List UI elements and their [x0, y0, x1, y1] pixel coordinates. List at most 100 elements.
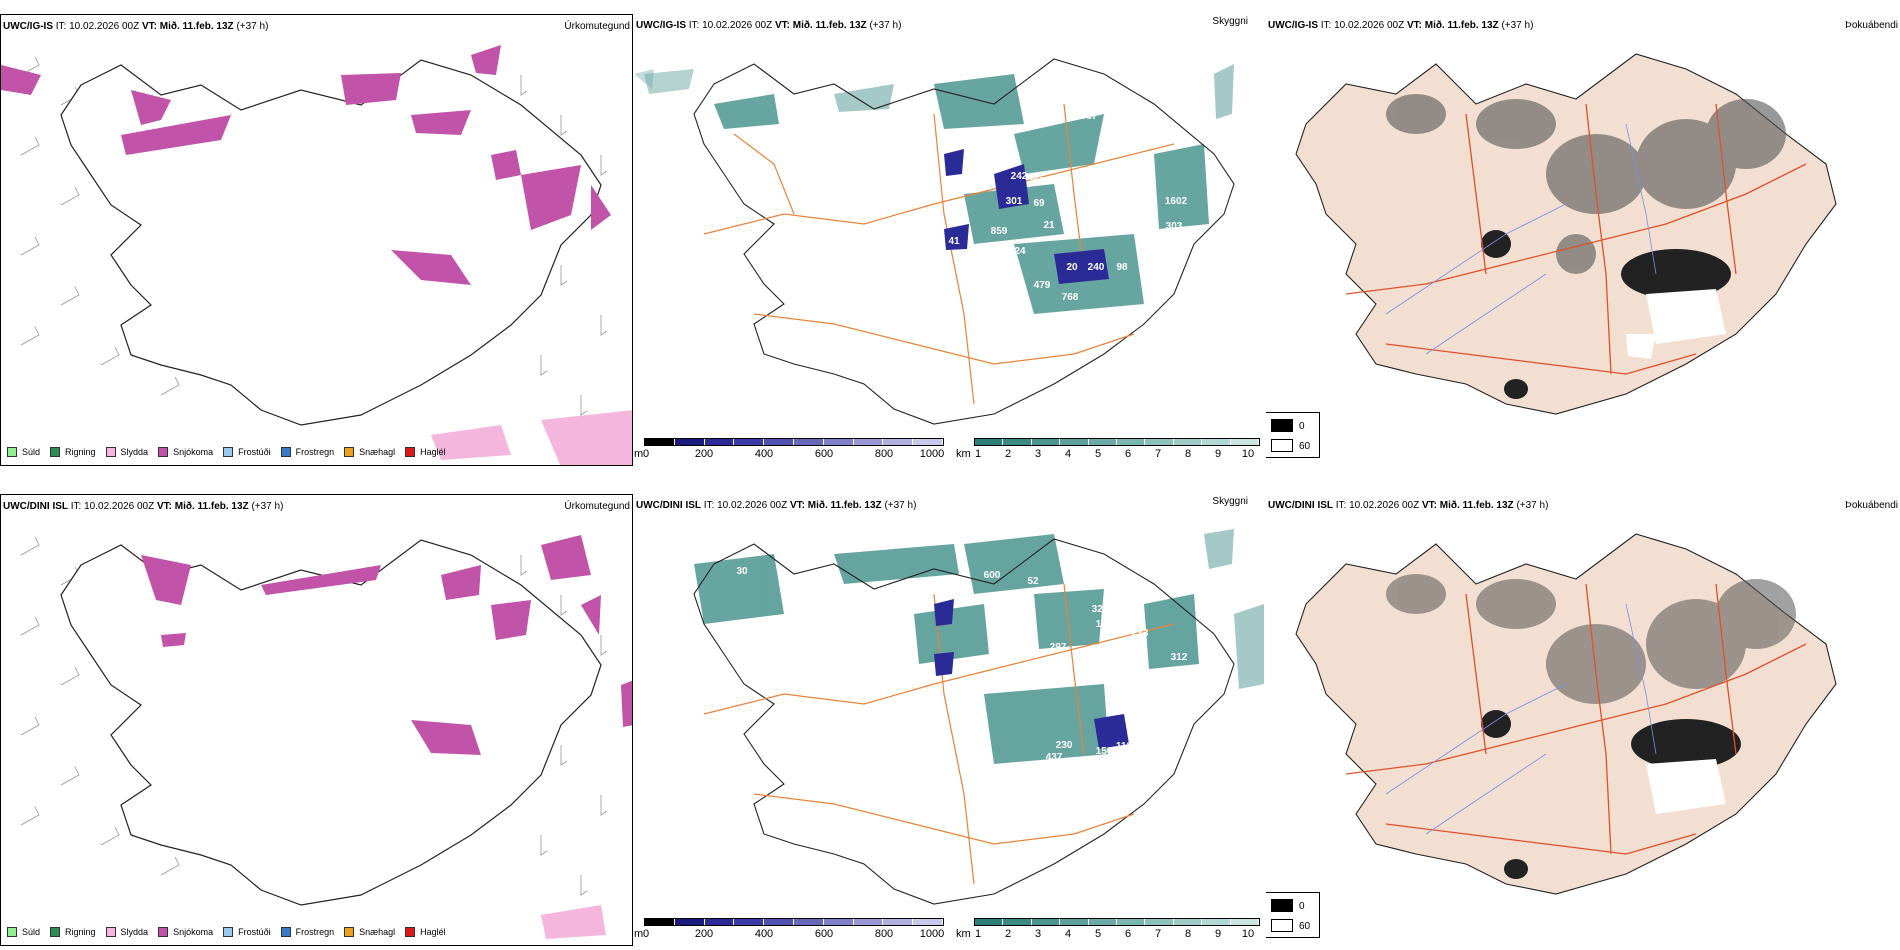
ceiling-value: 600	[984, 570, 1001, 581]
legend-item: Slydda	[105, 927, 148, 937]
sleet-areas	[431, 410, 632, 465]
iceland-outline	[60, 539, 602, 906]
legend-item: Frostúði	[223, 447, 271, 457]
iceland-outline	[60, 59, 602, 426]
fog-white-areas	[1626, 289, 1726, 359]
panel-title: UWC/IG-IS IT: 10.02.2026 00Z VT: Mið. 11…	[3, 21, 269, 32]
ceiling-panel-row2: 30 600 52 320 157 233 312 297 28 238 12 …	[634, 494, 1264, 946]
ceiling-value: 201	[1028, 176, 1045, 187]
precip-legend: Súld Rigning Slydda Snjókoma Frostúði Fr…	[7, 927, 456, 937]
precip-type-map	[1, 45, 632, 465]
panel-title: UWC/IG-IS IT: 10.02.2026 00Z VT: Mið. 11…	[636, 20, 902, 31]
panel-title: UWC/IG-IS IT: 10.02.2026 00Z VT: Mið. 11…	[1268, 20, 1534, 31]
precip-legend: Súld Rigning Slydda Snjókoma Frostúði Fr…	[7, 447, 456, 457]
fog-dark-areas	[1481, 230, 1731, 399]
fog-legend: 0 60	[1266, 412, 1320, 458]
legend-item: Haglél	[405, 927, 446, 937]
ceiling-value: 69	[1033, 198, 1045, 209]
ceiling-value: 859	[991, 226, 1008, 237]
panel-label: Skyggni	[1212, 496, 1248, 507]
vis-teal-areas	[634, 64, 1234, 314]
ceiling-value: 242	[1011, 171, 1028, 182]
ceiling-value: 30	[736, 566, 748, 577]
ceiling-map: 33 18 957 84 241 301 69 859 21 41 201 24…	[634, 58, 1235, 425]
roads	[703, 103, 1175, 405]
panel-title: UWC/DINI ISL IT: 10.02.2026 00Z VT: Mið.…	[3, 501, 284, 512]
ceiling-value: 156	[1096, 746, 1113, 757]
ceiling-value: 24	[988, 151, 1000, 162]
ceiling-value: 241	[1131, 161, 1148, 172]
ceiling-numbers: 30 600 52 320 157 233 312 297 28 238 12 …	[736, 566, 1187, 763]
visibility-colorbar: km 1 2 3 4 5 6 7 8 9 10	[956, 918, 1264, 944]
ceiling-value: 238	[1006, 678, 1023, 689]
iceland-outline	[693, 538, 1235, 905]
ceiling-value: 320	[1092, 604, 1109, 615]
ceiling-value: 21	[1043, 220, 1055, 231]
ceiling-value: 230	[1056, 740, 1073, 751]
fog-map	[1295, 533, 1837, 895]
ceiling-value: 297	[1050, 642, 1067, 653]
legend-item: Frostúði	[223, 927, 271, 937]
ceiling-value: 12	[960, 714, 972, 725]
legend-item: Frostregn	[280, 447, 334, 457]
ceiling-colorbar-bar	[644, 438, 944, 446]
ceiling-value: 240	[1088, 262, 1105, 273]
ceiling-value: 113	[1116, 741, 1133, 752]
visibility-colorbar: km 1 2 3 4 5 6 7 8 9 10	[956, 438, 1264, 464]
panel-label: Þokuábendi	[1845, 500, 1898, 511]
fog-roads	[1345, 583, 1807, 855]
ceiling-colorbar: m 0 200 400 600 800 1000	[634, 918, 944, 944]
legend-item: Rigning	[50, 927, 96, 937]
ceiling-value: 233	[1132, 628, 1149, 639]
fog-panel-row2: UWC/DINI ISL IT: 10.02.2026 00Z VT: Mið.…	[1266, 494, 1900, 946]
legend-item: Rigning	[50, 447, 96, 457]
ceiling-value: 20	[1066, 262, 1078, 273]
ceiling-value: 768	[1062, 292, 1079, 303]
visibility-colorbar-bar	[974, 918, 1260, 926]
ceiling-colorbar: m 0 200 400 600 800 1000	[634, 438, 944, 464]
legend-item: Snjókoma	[158, 447, 213, 457]
ceiling-map: 30 600 52 320 157 233 312 297 28 238 12 …	[693, 529, 1264, 905]
sleet-areas	[541, 905, 606, 939]
roads	[703, 583, 1175, 885]
vis-teal-areas	[694, 529, 1264, 764]
fog-panel-row1: UWC/IG-IS IT: 10.02.2026 00Z VT: Mið. 11…	[1266, 14, 1900, 466]
precip-type-map	[20, 535, 632, 939]
fog-dark-areas	[1481, 710, 1741, 879]
rivers	[1385, 603, 1657, 835]
iceland-outline	[693, 58, 1235, 425]
ceiling-numbers: 33 18 957 84 241 301 69 859 21 41 201 24…	[722, 86, 1187, 303]
legend-item: Snjókoma	[158, 927, 213, 937]
fog-gray-areas	[1386, 574, 1796, 704]
ceiling-value: 41	[948, 236, 960, 247]
snow-areas	[1, 45, 611, 285]
legend-item: Súld	[7, 447, 40, 457]
ceiling-blue-areas	[934, 599, 1129, 749]
fog-gray-areas	[1386, 94, 1786, 274]
ceiling-value: 157	[1096, 619, 1113, 630]
ceiling-value: 437	[1046, 752, 1063, 763]
legend-item: Súld	[7, 927, 40, 937]
rivers	[1385, 123, 1657, 355]
panel-label: Skyggni	[1212, 16, 1248, 27]
ceiling-value: 303	[1166, 221, 1183, 232]
ceiling-colorbar-bar	[644, 918, 944, 926]
ceiling-value: 479	[1034, 280, 1051, 291]
precip-type-panel-row1: UWC/IG-IS IT: 10.02.2026 00Z VT: Mið. 11…	[0, 14, 633, 466]
ceiling-blue-areas	[944, 149, 1109, 284]
panel-label: Úrkomutegund	[564, 501, 630, 512]
ceiling-value: 1602	[1165, 196, 1188, 207]
ceiling-panel-row1: 33 18 957 84 241 301 69 859 21 41 201 24…	[634, 14, 1264, 466]
fog-white-areas	[1646, 759, 1726, 814]
precip-type-panel-row2: UWC/DINI ISL IT: 10.02.2026 00Z VT: Mið.…	[0, 494, 633, 946]
ceiling-value: 957	[1081, 111, 1098, 122]
ceiling-value: 33	[746, 86, 758, 97]
panel-label: Úrkomutegund	[564, 21, 630, 32]
visibility-colorbar-bar	[974, 438, 1260, 446]
ceiling-value: 24	[1014, 246, 1026, 257]
fog-map	[1295, 53, 1837, 415]
fog-roads	[1345, 103, 1807, 375]
legend-item: Slydda	[105, 447, 148, 457]
legend-item: Snæhagl	[344, 927, 395, 937]
legend-item: Haglél	[405, 447, 446, 457]
